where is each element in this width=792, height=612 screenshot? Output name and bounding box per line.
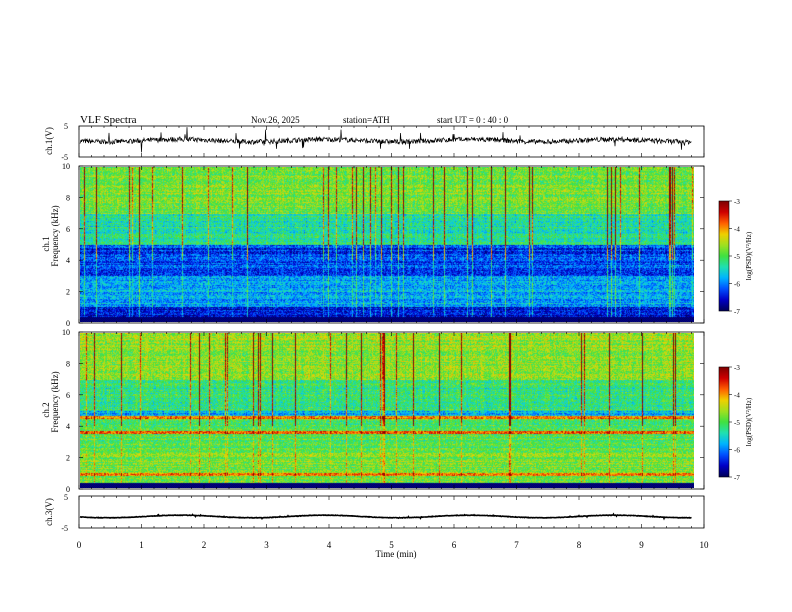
ch2-freq-tick-6: 6 — [66, 391, 70, 400]
ch1-freq-tick-10: 10 — [62, 162, 70, 171]
ch2-channel-label: ch.2 — [41, 402, 51, 417]
time-tick-label-1: 1 — [139, 540, 144, 550]
ch1-ytick-top: 5 — [64, 122, 68, 131]
ch1-colorbar-tick--6: -6 — [734, 281, 740, 289]
ch1-waveform-trace — [79, 127, 692, 153]
ch2-frequency-tick-labels: 0 2 4 6 8 10 — [62, 328, 704, 494]
ch3-ytick-bottom: -5 — [61, 524, 68, 533]
start-ut-label: start UT = 0 : 40 : 0 — [437, 115, 509, 125]
ch1-waveform-ticks — [78, 126, 705, 157]
ch1-colorbar-tick--3: -3 — [734, 198, 740, 206]
ch2-colorbar-ticks: -3 -4 -5 -6 -7 — [729, 364, 740, 482]
ch1-channel-label: ch.1 — [41, 236, 51, 251]
time-axis-tick-labels: 0 1 2 3 4 5 6 7 8 9 10 — [77, 540, 709, 550]
ch1-freq-tick-6: 6 — [66, 225, 70, 234]
ch2-spectrogram-image — [80, 333, 694, 488]
ch2-freq-tick-4: 4 — [66, 422, 70, 431]
ch1-colorbar-tick--7: -7 — [734, 308, 740, 316]
ch1-colorbar-tick--4: -4 — [734, 226, 740, 234]
ch3-waveform-panel: 5 -5 ch.3(V) — [44, 493, 705, 533]
time-tick-label-0: 0 — [77, 540, 82, 550]
ch1-freq-tick-0: 0 — [66, 319, 70, 328]
time-tick-label-8: 8 — [577, 540, 582, 550]
ch1-colorbar-label: log(PSD)(V²/Hz) — [745, 231, 753, 280]
ch2-frequency-ylabel: Frequency (kHz) — [50, 371, 60, 432]
time-tick-label-5: 5 — [389, 540, 394, 550]
ch2-colorbar-label: log(PSD)(V²/Hz) — [745, 397, 753, 446]
ch1-freq-tick-4: 4 — [66, 256, 70, 265]
ch2-colorbar-tick--7: -7 — [734, 474, 740, 482]
ch1-spectrogram-ticks — [78, 166, 705, 323]
ch1-waveform-panel: 5 -5 ch.1(V) — [44, 122, 705, 162]
ch3-ytick-top: 5 — [64, 493, 68, 502]
ch1-waveform-ylabel: ch.1(V) — [44, 127, 54, 155]
ch1-frequency-ylabel: Frequency (kHz) — [50, 205, 60, 266]
ch2-freq-tick-2: 2 — [66, 454, 70, 463]
ch2-colorbar — [719, 367, 729, 477]
ch2-colorbar-tick--4: -4 — [734, 392, 740, 400]
ch3-waveform-ticks — [78, 496, 705, 528]
ch2-spectrogram-ticks — [78, 332, 705, 489]
ch1-freq-tick-8: 8 — [66, 193, 70, 202]
ch3-waveform-ylabel: ch.3(V) — [44, 498, 54, 526]
ch2-freq-tick-0: 0 — [66, 485, 70, 494]
figure-title: VLF Spectra — [80, 114, 137, 126]
time-tick-label-4: 4 — [327, 540, 332, 550]
date-label: Nov.26, 2025 — [251, 115, 300, 125]
ch1-colorbar — [719, 201, 729, 311]
ch2-freq-tick-8: 8 — [66, 359, 70, 368]
ch1-colorbar-tick--5: -5 — [734, 253, 740, 261]
ch2-colorbar-tick--5: -5 — [734, 419, 740, 427]
ch1-colorbar-ticks: -3 -4 -5 -6 -7 — [729, 198, 740, 316]
time-tick-label-6: 6 — [452, 540, 457, 550]
ch3-waveform-trace — [79, 512, 692, 521]
time-axis-label: Time (min) — [376, 549, 417, 559]
time-tick-label-2: 2 — [202, 540, 207, 550]
time-tick-label-9: 9 — [639, 540, 644, 550]
ch2-freq-tick-10: 10 — [62, 328, 70, 337]
station-label: station=ATH — [343, 115, 390, 125]
ch2-colorbar-tick--3: -3 — [734, 364, 740, 372]
ch1-frequency-tick-labels: 0 2 4 6 8 10 — [62, 162, 704, 328]
ch3-waveform-frame — [78, 495, 705, 529]
ch1-spectrogram-image — [80, 167, 694, 322]
ch1-freq-tick-2: 2 — [66, 288, 70, 297]
ch2-colorbar-tick--6: -6 — [734, 447, 740, 455]
time-tick-label-7: 7 — [514, 540, 519, 550]
time-tick-label-10: 10 — [700, 540, 710, 550]
ch1-ytick-bottom: -5 — [61, 153, 68, 162]
time-tick-label-3: 3 — [264, 540, 269, 550]
